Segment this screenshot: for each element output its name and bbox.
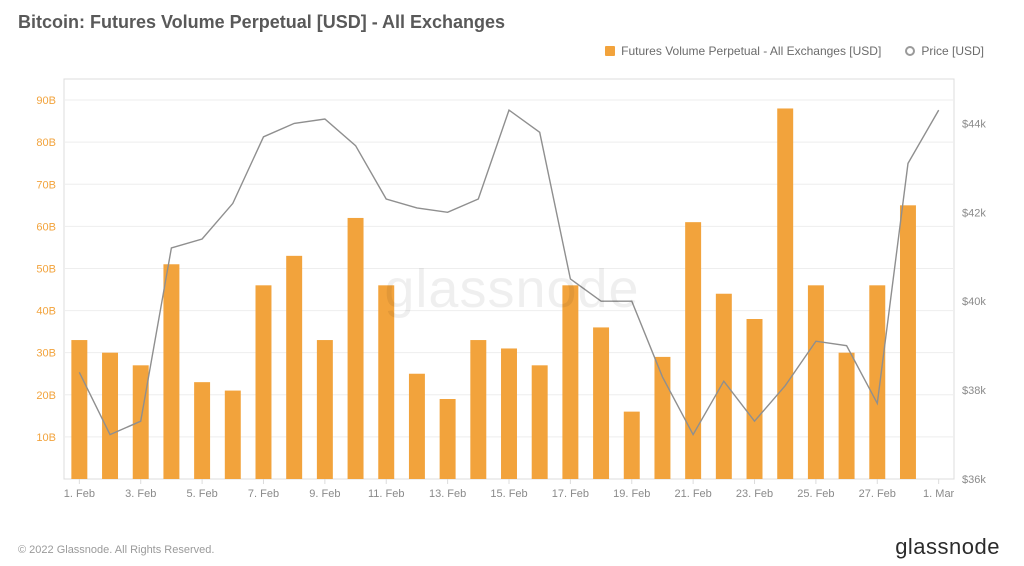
volume-bar [808,285,824,479]
volume-bar [256,285,272,479]
svg-text:11. Feb: 11. Feb [368,488,405,500]
chart-plot-area: glassnode 10B20B30B40B50B60B70B80B90B$36… [18,69,1006,509]
svg-text:$38k: $38k [962,385,986,397]
svg-text:25. Feb: 25. Feb [797,488,834,500]
svg-text:90B: 90B [36,95,56,107]
legend-item-line: Price [USD] [905,44,984,58]
svg-text:$44k: $44k [962,118,986,130]
svg-text:$42k: $42k [962,207,986,219]
volume-bar [317,340,333,479]
svg-text:30B: 30B [36,348,56,360]
svg-text:17. Feb: 17. Feb [552,488,589,500]
volume-bar [194,382,210,479]
volume-bar [869,285,885,479]
svg-text:3. Feb: 3. Feb [125,488,156,500]
svg-text:9. Feb: 9. Feb [309,488,340,500]
svg-text:7. Feb: 7. Feb [248,488,279,500]
volume-bar [716,294,732,479]
svg-text:50B: 50B [36,263,56,275]
legend-line-label: Price [USD] [921,44,984,58]
volume-bar [163,264,179,479]
chart-title: Bitcoin: Futures Volume Perpetual [USD] … [18,12,1006,33]
line-swatch-icon [905,46,915,56]
bar-swatch-icon [605,46,615,56]
legend-bar-label: Futures Volume Perpetual - All Exchanges… [621,44,881,58]
copyright-text: © 2022 Glassnode. All Rights Reserved. [18,544,214,556]
volume-bar [685,222,701,479]
volume-bar [286,256,302,479]
svg-text:15. Feb: 15. Feb [490,488,527,500]
svg-text:1. Mar: 1. Mar [923,488,955,500]
chart-svg: 10B 20B 30B 40B 50B 60B 70B 80B 90B $36k $38k $40k $… [18,69,1006,509]
svg-text:40B: 40B [36,306,56,318]
svg-text:20B: 20B [36,390,56,402]
volume-bar [225,391,241,479]
volume-bar [378,285,394,479]
svg-text:80B: 80B [36,137,56,149]
volume-bar [839,353,855,479]
legend-item-bars: Futures Volume Perpetual - All Exchanges… [605,44,881,58]
volume-bar [562,285,578,479]
svg-text:60B: 60B [36,221,56,233]
brand-logo-text: glassnode [895,534,1000,560]
chart-legend: Futures Volume Perpetual - All Exchanges… [605,44,984,58]
svg-text:23. Feb: 23. Feb [736,488,773,500]
volume-bar [440,399,456,479]
volume-bar [348,218,364,479]
svg-text:19. Feb: 19. Feb [613,488,650,500]
chart-container: Bitcoin: Futures Volume Perpetual [USD] … [0,0,1024,566]
svg-text:5. Feb: 5. Feb [187,488,218,500]
volume-bar [624,412,640,479]
volume-bar [777,108,793,479]
volume-bar [532,365,548,479]
volume-bar [747,319,763,479]
volume-bar [409,374,425,479]
svg-text:$36k: $36k [962,474,986,486]
volume-bar [501,348,517,479]
svg-text:70B: 70B [36,179,56,191]
volume-bar [470,340,486,479]
volume-bar [900,205,916,479]
volume-bar [133,365,149,479]
svg-text:27. Feb: 27. Feb [859,488,896,500]
svg-text:21. Feb: 21. Feb [674,488,711,500]
svg-text:$40k: $40k [962,296,986,308]
volume-bar [593,327,609,479]
svg-text:13. Feb: 13. Feb [429,488,466,500]
svg-text:10B: 10B [36,432,56,444]
volume-bar [102,353,118,479]
volume-bar [71,340,87,479]
svg-text:1. Feb: 1. Feb [64,488,95,500]
